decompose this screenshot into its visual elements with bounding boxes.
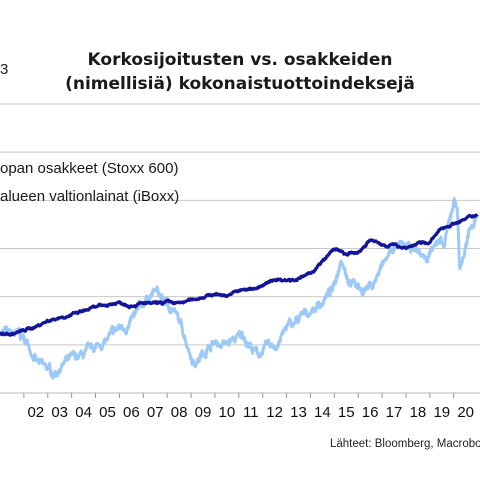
x-tick-label-20: 20 [457,404,474,421]
legend-entry-bonds: alueen valtionlainat (iBoxx) [0,188,180,205]
x-tick-label-11: 11 [242,404,259,421]
y-axis-label-fragment: 3 [0,61,9,78]
x-tick-label-07: 07 [146,404,164,421]
legend-entry-equities: opan osakkeet (Stoxx 600) [0,160,179,177]
x-axis [23,393,455,398]
x-tick-label-12: 12 [266,404,283,421]
x-tick-label-19: 19 [433,404,451,421]
series-layer [0,197,480,380]
x-tick-label-04: 04 [75,404,92,421]
gridlines [0,103,480,394]
x-tick-label-10: 10 [218,404,236,421]
series-line-equities [0,197,480,380]
x-tick-label-18: 18 [409,404,427,421]
series-line-bonds [0,213,479,337]
x-tick-label-16: 16 [361,404,379,421]
x-tick-label-13: 13 [290,404,307,421]
x-tick-label-17: 17 [385,404,403,421]
x-tick-label-03: 03 [51,404,69,421]
chart-title-line-2: (nimellisiä) kokonaistuottoindeksejä [65,74,415,94]
x-tick-label-08: 08 [170,404,188,421]
chart-title-line-1: Korkosijoitusten vs. osakkeiden [87,50,393,70]
x-tick-label-05: 05 [99,404,116,421]
x-tick-label-06: 06 [122,404,140,421]
x-tick-label-14: 14 [314,404,331,421]
x-tick-label-09: 09 [194,404,212,421]
source-note: Lähteet: Bloomberg, Macrobo [330,438,480,450]
x-tick-label-15: 15 [337,404,355,421]
x-tick-label-02: 02 [27,404,45,421]
